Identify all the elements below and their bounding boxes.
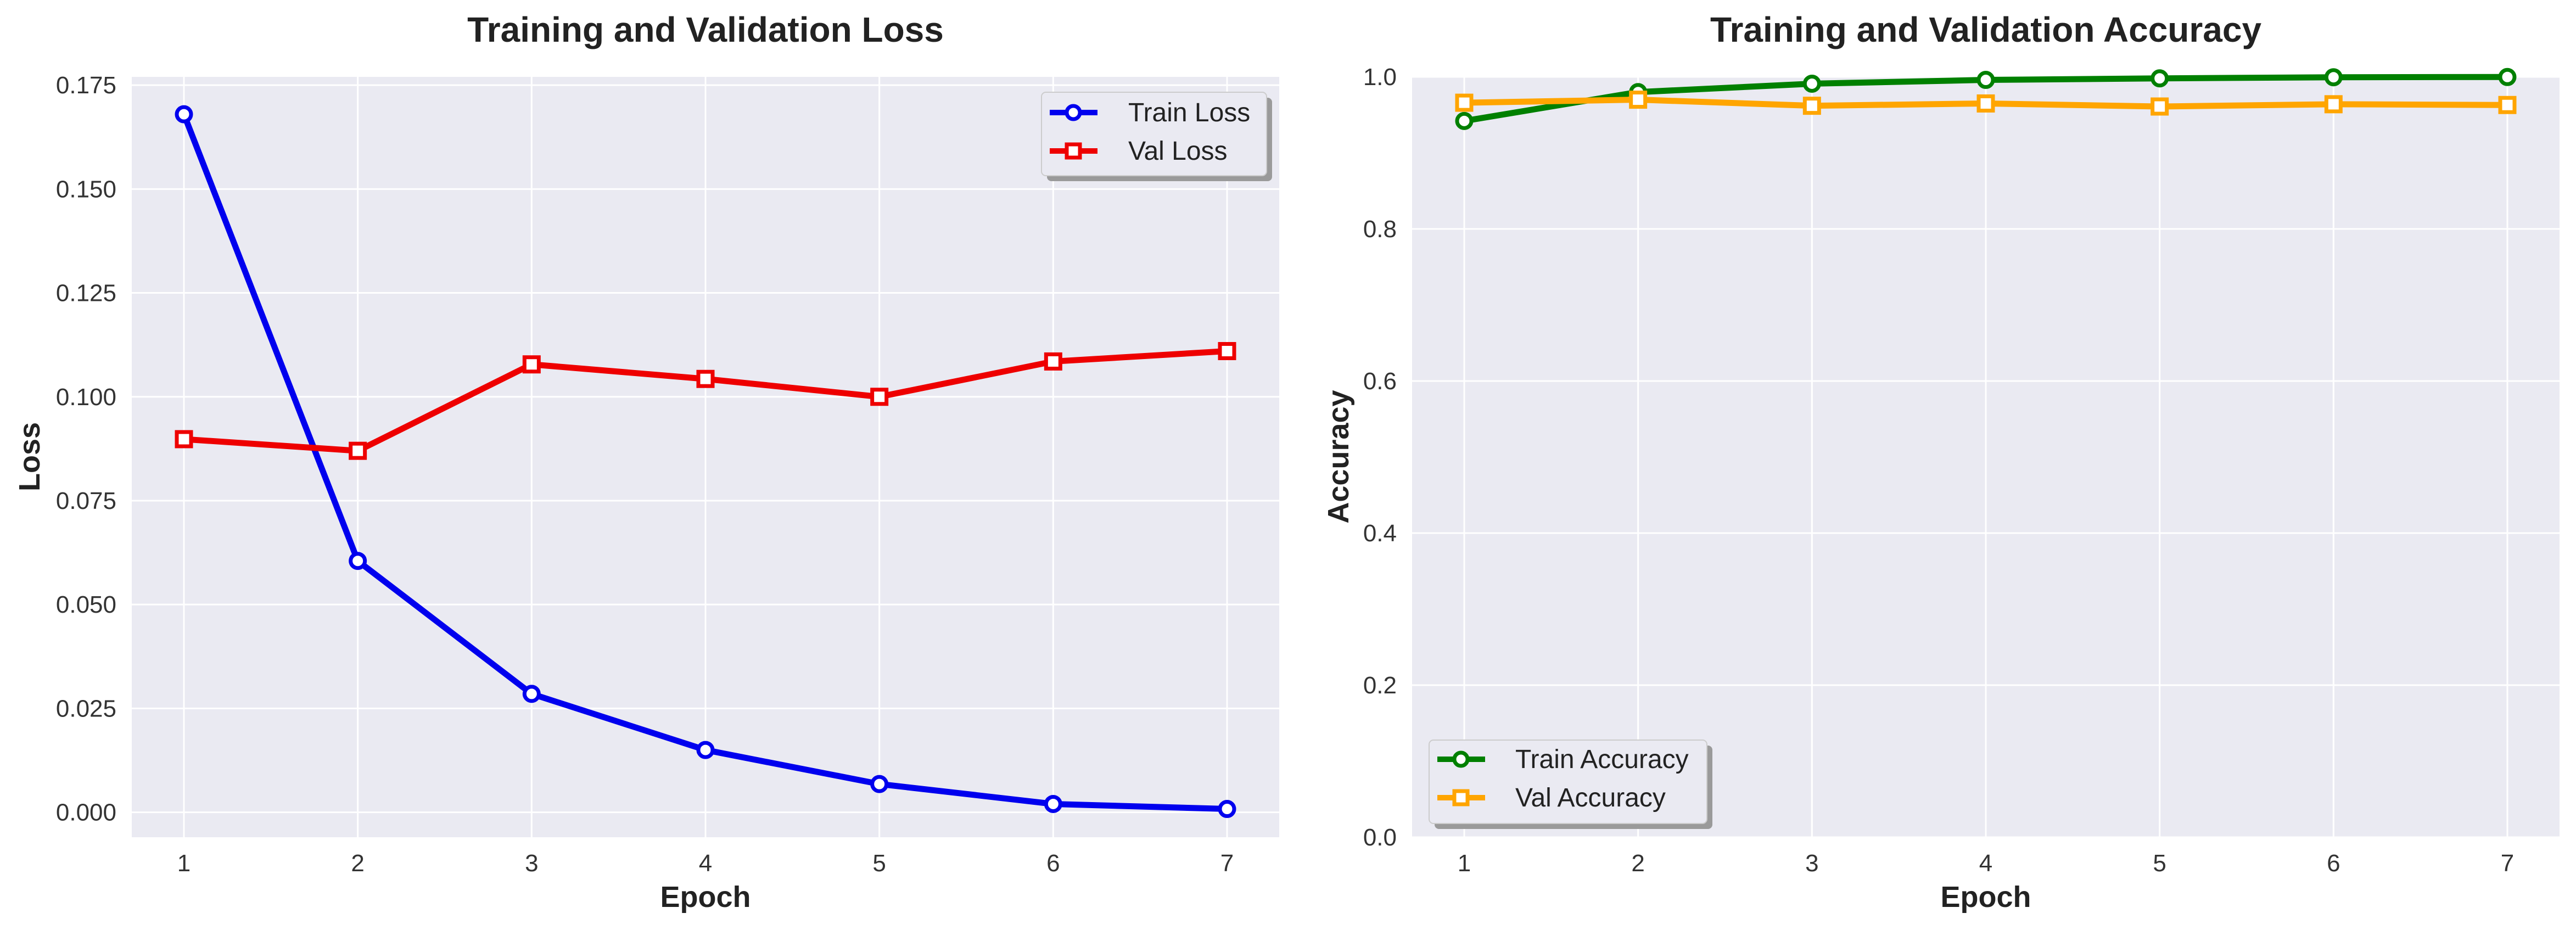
loss-train-loss-point <box>349 552 367 570</box>
loss-x-tick-label: 6 <box>1046 850 1060 877</box>
accuracy-x-tick-label: 1 <box>1458 850 1471 877</box>
loss-val-loss-point <box>1218 342 1236 361</box>
accuracy-train-accuracy-point <box>1976 71 1995 89</box>
loss-y-tick-label: 0.100 <box>56 384 116 411</box>
accuracy-x-tick-label: 5 <box>2153 850 2166 877</box>
loss-legend-train-label: Train Loss <box>1128 98 1250 127</box>
accuracy-legend: Train Accuracy Val Accuracy <box>1429 739 1712 829</box>
accuracy-y-tick-label: 1.0 <box>1363 64 1397 91</box>
accuracy-y-tick-label: 0.8 <box>1363 216 1397 243</box>
loss-val-loss-point <box>696 369 715 388</box>
loss-legend-train-marker <box>1065 104 1082 121</box>
accuracy-chart: 1 2 3 4 5 6 7 0.0 0.2 0.4 0.6 0.8 1.0 Training and V… <box>1322 10 2560 914</box>
loss-val-loss-point <box>522 355 541 374</box>
accuracy-val-accuracy-point <box>1802 97 1821 115</box>
accuracy-val-accuracy-point <box>2151 97 2169 116</box>
accuracy-y-tick-label: 0.6 <box>1363 368 1397 395</box>
accuracy-legend-val-label: Val Accuracy <box>1515 783 1666 813</box>
loss-x-tick-label: 1 <box>177 850 191 877</box>
loss-y-tick-label: 0.000 <box>56 799 116 826</box>
accuracy-val-accuracy-point <box>2324 95 2343 114</box>
accuracy-legend-val-marker <box>1452 789 1470 806</box>
loss-y-tick-label: 0.075 <box>56 488 116 514</box>
accuracy-train-accuracy-point <box>2498 68 2517 86</box>
accuracy-y-tick-label: 0.2 <box>1363 672 1397 699</box>
accuracy-x-tick-label: 2 <box>1631 850 1644 877</box>
accuracy-train-accuracy-point <box>2324 68 2343 87</box>
loss-y-tick-label: 0.025 <box>56 695 116 722</box>
loss-grid <box>132 77 1279 837</box>
loss-train-loss-point <box>175 105 193 124</box>
loss-ticks: 1 2 3 4 5 6 7 0.000 0.025 0.050 0.075 0.100 0.125 0.1… <box>56 72 1234 877</box>
accuracy-y-tick-label: 0.0 <box>1363 824 1397 851</box>
loss-chart-title: Training and Validation Loss <box>467 10 944 49</box>
accuracy-x-axis-label: Epoch <box>1940 881 2031 914</box>
accuracy-legend-box <box>1429 739 1707 824</box>
accuracy-y-tick-label: 0.4 <box>1363 520 1397 547</box>
loss-legend-box <box>1041 92 1267 176</box>
loss-x-tick-label: 2 <box>351 850 364 877</box>
loss-val-loss-point <box>1044 352 1062 371</box>
loss-x-tick-label: 7 <box>1220 850 1234 877</box>
loss-series <box>175 105 1236 819</box>
accuracy-legend-train-label: Train Accuracy <box>1515 745 1689 774</box>
loss-x-tick-label: 3 <box>525 850 538 877</box>
accuracy-legend-train-marker <box>1452 750 1470 768</box>
loss-y-axis-label: Loss <box>13 422 46 491</box>
accuracy-x-tick-label: 3 <box>1805 850 1818 877</box>
loss-chart: 1 2 3 4 5 6 7 0.000 0.025 0.050 0.075 0.100 0.125 0.1… <box>13 10 1279 914</box>
accuracy-x-tick-label: 7 <box>2501 850 2514 877</box>
loss-legend: Train Loss Val Loss <box>1041 92 1272 181</box>
loss-legend-val-label: Val Loss <box>1128 137 1228 166</box>
accuracy-x-tick-label: 4 <box>1979 850 1992 877</box>
loss-x-tick-label: 5 <box>872 850 886 877</box>
loss-val-loss-point <box>870 388 889 406</box>
loss-train-loss-point <box>1044 794 1062 813</box>
loss-train-loss-point <box>522 685 541 703</box>
accuracy-val-accuracy-point <box>1455 93 1474 112</box>
accuracy-ticks: 1 2 3 4 5 6 7 0.0 0.2 0.4 0.6 0.8 1.0 <box>1363 64 2514 877</box>
accuracy-train-accuracy-point <box>1802 74 1821 93</box>
loss-train-loss-point <box>870 775 889 793</box>
accuracy-val-accuracy-point <box>1976 94 1995 113</box>
loss-y-tick-label: 0.150 <box>56 176 116 203</box>
accuracy-train-accuracy-point <box>1455 111 1474 130</box>
accuracy-train-accuracy-point <box>2151 69 2169 88</box>
loss-y-tick-label: 0.050 <box>56 591 116 618</box>
accuracy-val-accuracy-point <box>2498 96 2517 114</box>
accuracy-y-axis-label: Accuracy <box>1322 390 1355 523</box>
loss-y-tick-label: 0.125 <box>56 280 116 307</box>
loss-x-axis-label: Epoch <box>660 881 751 914</box>
loss-val-loss-point <box>349 441 367 460</box>
accuracy-series <box>1455 68 2517 130</box>
accuracy-chart-title: Training and Validation Accuracy <box>1710 10 2262 49</box>
loss-x-tick-label: 4 <box>699 850 712 877</box>
loss-y-tick-label: 0.175 <box>56 72 116 99</box>
accuracy-x-tick-label: 6 <box>2327 850 2340 877</box>
loss-val-loss-point <box>175 430 193 449</box>
loss-legend-val-marker <box>1065 142 1082 160</box>
loss-train-loss-point <box>1218 800 1236 819</box>
loss-train-loss-point <box>696 741 715 759</box>
accuracy-val-accuracy-point <box>1629 91 1648 109</box>
